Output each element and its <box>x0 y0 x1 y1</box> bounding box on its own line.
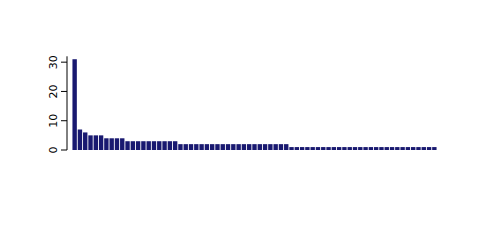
y-tick-label: 30 <box>47 55 60 69</box>
bar <box>226 144 230 150</box>
bar <box>162 141 166 150</box>
bar <box>411 147 415 150</box>
bar <box>363 147 367 150</box>
bar <box>353 147 357 150</box>
bar <box>168 141 172 150</box>
bar <box>273 144 277 150</box>
bar <box>215 144 219 150</box>
bar <box>104 138 108 150</box>
bar <box>326 147 330 150</box>
y-tick <box>61 150 67 151</box>
y-tick-label: 0 <box>47 147 60 154</box>
bar <box>427 147 431 150</box>
bar <box>263 144 267 150</box>
bar <box>295 147 299 150</box>
bar <box>432 147 436 150</box>
bar <box>141 141 145 150</box>
bar <box>406 147 410 150</box>
bar <box>379 147 383 150</box>
bar <box>147 141 151 150</box>
bar <box>395 147 399 150</box>
bar <box>210 144 214 150</box>
bar <box>348 147 352 150</box>
bar <box>136 141 140 150</box>
bar <box>390 147 394 150</box>
bar <box>279 144 283 150</box>
bar <box>194 144 198 150</box>
bar <box>258 144 262 150</box>
bar <box>184 144 188 150</box>
bar <box>337 147 341 150</box>
bar <box>358 147 362 150</box>
bar <box>332 147 336 150</box>
bar <box>416 147 420 150</box>
bar <box>131 141 135 150</box>
bar <box>400 147 404 150</box>
bar <box>247 144 251 150</box>
bar <box>83 132 87 150</box>
bar <box>316 147 320 150</box>
bar <box>310 147 314 150</box>
bar <box>385 147 389 150</box>
bar <box>199 144 203 150</box>
bar <box>236 144 240 150</box>
bar <box>173 141 177 150</box>
bar <box>284 144 288 150</box>
bar <box>72 59 76 150</box>
bar <box>157 141 161 150</box>
bar <box>109 138 113 150</box>
bar <box>221 144 225 150</box>
chart: 0 10 20 30 <box>0 0 480 225</box>
bar <box>152 141 156 150</box>
bar <box>120 138 124 150</box>
bar <box>369 147 373 150</box>
bar <box>178 144 182 150</box>
y-tick-label: 20 <box>47 84 60 98</box>
bar <box>205 144 209 150</box>
bar <box>321 147 325 150</box>
bars <box>72 59 436 150</box>
y-tick <box>61 91 67 92</box>
bar <box>342 147 346 150</box>
y-tick <box>61 120 67 121</box>
bar <box>231 144 235 150</box>
bar <box>305 147 309 150</box>
y-tick <box>61 62 67 63</box>
bar <box>422 147 426 150</box>
bar <box>189 144 193 150</box>
bar <box>94 135 98 150</box>
y-tick-label: 10 <box>47 114 60 128</box>
bar <box>268 144 272 150</box>
bar <box>99 135 103 150</box>
bar <box>88 135 92 150</box>
bar <box>289 147 293 150</box>
bar <box>115 138 119 150</box>
bar <box>242 144 246 150</box>
bar <box>125 141 129 150</box>
y-axis-line <box>67 56 68 150</box>
bar <box>374 147 378 150</box>
bar <box>300 147 304 150</box>
bar <box>78 130 82 150</box>
bar <box>252 144 256 150</box>
